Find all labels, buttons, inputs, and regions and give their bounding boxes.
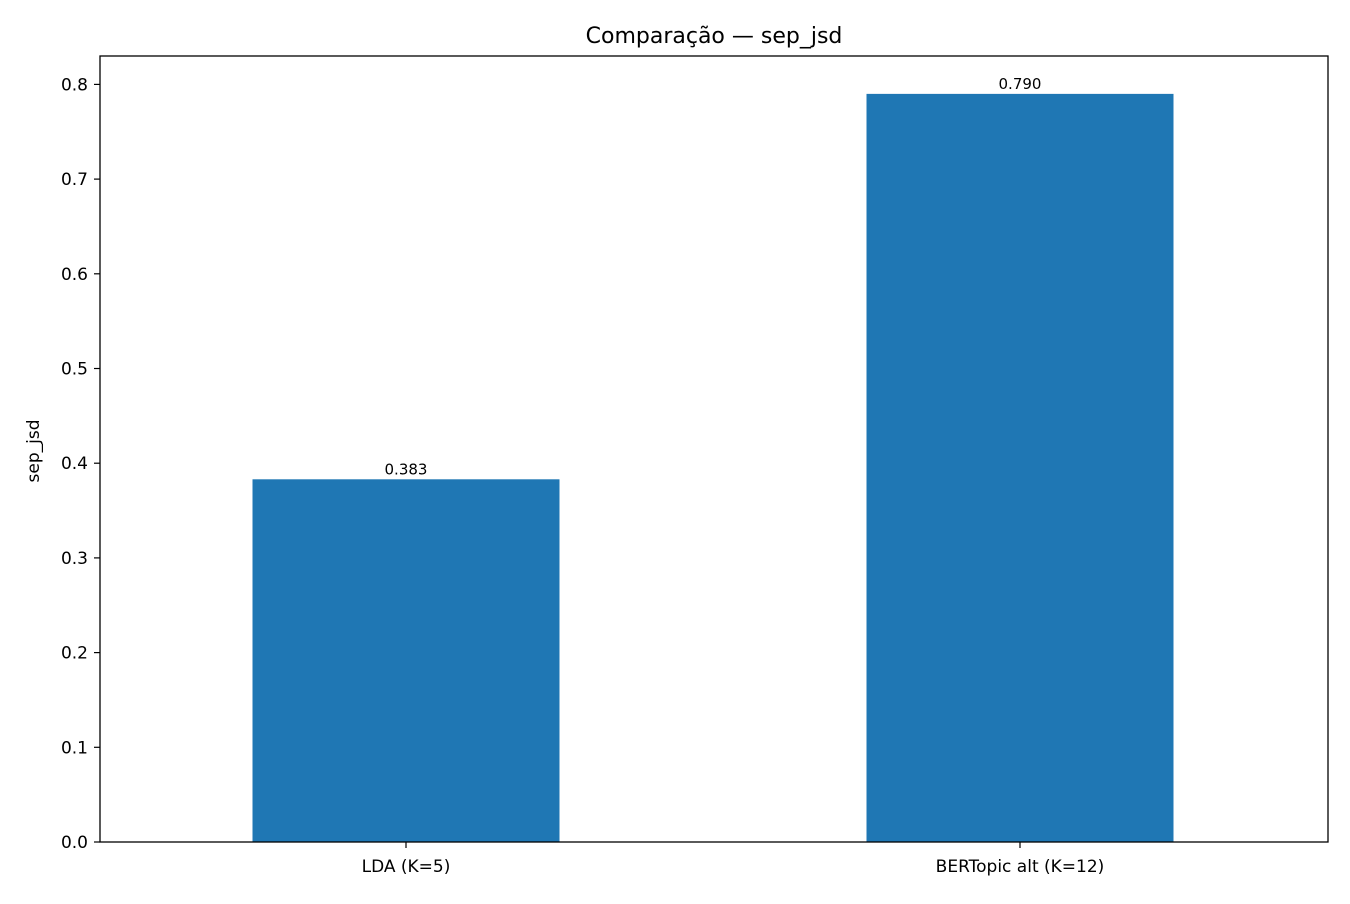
x-tick-label-1: BERTopic alt (K=12)	[936, 857, 1105, 877]
y-tick-label-8: 0.8	[61, 75, 88, 95]
data-label-1: 0.790	[999, 75, 1042, 93]
y-tick-label-0: 0.0	[61, 833, 88, 853]
chart-title: Comparação — sep_jsd	[586, 24, 843, 49]
x-tick-label-0: LDA (K=5)	[362, 857, 451, 877]
y-tick-label-5: 0.5	[61, 360, 88, 380]
y-tick-label-4: 0.4	[61, 454, 88, 474]
y-tick-label-3: 0.3	[61, 549, 88, 569]
y-axis-label: sep_jsd	[24, 420, 44, 483]
data-labels-group: 0.383 0.790	[385, 75, 1042, 478]
plot-frame	[99, 55, 1329, 843]
y-tick-label-2: 0.2	[61, 644, 88, 664]
y-tick-label-7: 0.7	[61, 170, 88, 190]
y-tick-label-6: 0.6	[61, 265, 88, 285]
bars-group	[252, 93, 1174, 842]
data-label-0: 0.383	[385, 460, 428, 478]
bar-1	[866, 93, 1174, 842]
y-axis-ticks: 0.0 0.1 0.2 0.3 0.4 0.5 0.6 0.7 0.8	[61, 75, 100, 853]
bar-0	[252, 479, 560, 842]
x-axis-ticks: LDA (K=5) BERTopic alt (K=12)	[362, 842, 1105, 877]
y-tick-label-1: 0.1	[61, 738, 88, 758]
